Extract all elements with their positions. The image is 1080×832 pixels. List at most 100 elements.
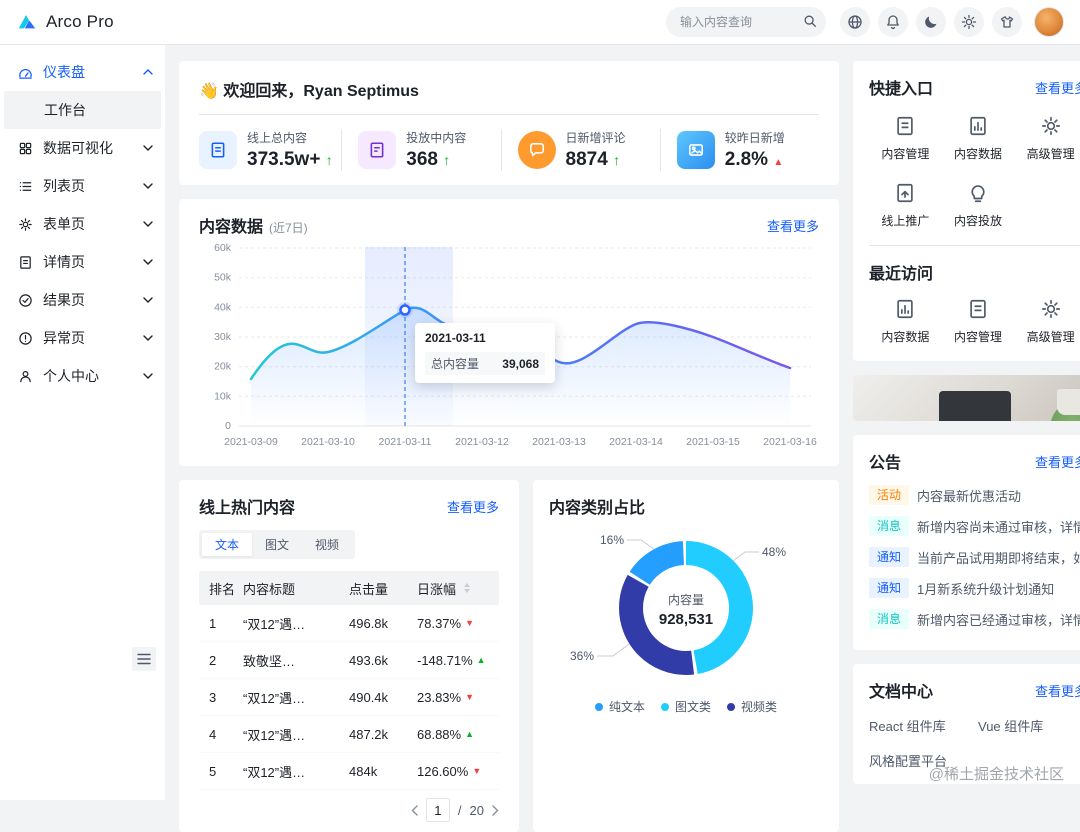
gear-icon: [1040, 298, 1062, 320]
recent-visit-content-management[interactable]: 内容管理: [942, 298, 1015, 345]
sidebar-item-detail[interactable]: 详情页: [0, 243, 165, 281]
menu-fold-icon: [137, 653, 151, 665]
announcement-item[interactable]: 通知 当前产品试用期即将结束，如…: [869, 547, 1080, 567]
svg-text:2021-03-10: 2021-03-10: [301, 436, 355, 448]
plant-pot-shape: [1057, 389, 1080, 415]
recent-visit-advanced-management[interactable]: 高级管理: [1014, 298, 1080, 345]
search-icon: [803, 14, 817, 28]
view-more-link[interactable]: 查看更多: [447, 497, 499, 516]
sidebar: 仪表盘 工作台 数据可视化 列表页 表单页 详情页: [0, 45, 165, 800]
legend-image-text[interactable]: 图文类: [661, 698, 711, 715]
recent-visit-content-data[interactable]: 内容数据: [869, 298, 942, 345]
sidebar-item-label: 异常页: [43, 328, 133, 348]
announcement-item[interactable]: 消息 新增内容已经通过审核，详情…: [869, 609, 1080, 629]
stat-growth: 较昨日新增 2.8% ▲: [660, 129, 819, 171]
view-more-link[interactable]: 查看更多: [767, 216, 819, 235]
total-pages: 20: [470, 803, 484, 818]
donut-center-label: 内容量: [668, 592, 704, 607]
next-page-button[interactable]: [492, 805, 499, 816]
bulb-icon: [967, 182, 989, 204]
sidebar-collapse-button[interactable]: [132, 647, 156, 671]
document-icon: [358, 131, 396, 169]
quick-entry-content-delivery[interactable]: 内容投放: [942, 182, 1015, 229]
table-row[interactable]: 4 “双12”遇… 487.2k 68.88%: [199, 716, 499, 753]
sort-icon[interactable]: [463, 583, 471, 593]
chevron-right-icon: [492, 805, 499, 816]
table-row[interactable]: 1 “双12”遇… 496.8k 78.37%: [199, 605, 499, 642]
skin-button[interactable]: [992, 7, 1022, 37]
table-row[interactable]: 5 “双12”遇… 484k 126.60%: [199, 753, 499, 790]
view-more-link[interactable]: 查看更多: [1035, 452, 1080, 471]
file-chart-icon: [894, 298, 916, 320]
sidebar-item-dashboard[interactable]: 仪表盘: [0, 53, 165, 91]
sidebar-item-list[interactable]: 列表页: [0, 167, 165, 205]
chevron-down-icon: [143, 221, 153, 227]
quick-entry-advanced-management[interactable]: 高级管理: [1014, 115, 1080, 162]
svg-text:10k: 10k: [214, 390, 232, 402]
svg-text:2021-03-16: 2021-03-16: [763, 436, 817, 448]
language-button[interactable]: [840, 7, 870, 37]
notification-button[interactable]: [878, 7, 908, 37]
up-arrow-icon: ↑: [613, 152, 620, 168]
search-input[interactable]: [666, 7, 826, 37]
legend-dot: [661, 703, 669, 711]
laptop-screen-shape: [939, 391, 1011, 421]
svg-text:2021-03-11: 2021-03-11: [379, 436, 432, 448]
settings-button[interactable]: [954, 7, 984, 37]
table-row[interactable]: 3 “双12”遇… 490.4k 23.83%: [199, 679, 499, 716]
avatar[interactable]: [1034, 7, 1064, 37]
sidebar-item-result[interactable]: 结果页: [0, 281, 165, 319]
brand[interactable]: Arco Pro: [16, 11, 114, 33]
bell-icon: [885, 14, 901, 30]
card-title: 内容类别占比: [549, 494, 645, 518]
svg-text:2021-03-14: 2021-03-14: [609, 436, 663, 448]
tag-message: 消息: [869, 516, 909, 536]
announcement-item[interactable]: 通知 1月新系统升级计划通知: [869, 578, 1080, 598]
sidebar-item-label: 仪表盘: [43, 62, 133, 82]
global-search[interactable]: [666, 7, 826, 37]
view-more-link[interactable]: 查看更多: [1035, 681, 1080, 700]
legend-plain-text[interactable]: 纯文本: [595, 698, 645, 715]
tag-activity: 活动: [869, 485, 909, 505]
quick-entry-content-data[interactable]: 内容数据: [942, 115, 1015, 162]
legend-dot: [595, 703, 603, 711]
view-more-link[interactable]: 查看更多: [1035, 78, 1080, 97]
tab-text[interactable]: 文本: [202, 533, 252, 556]
current-page[interactable]: 1: [426, 798, 450, 822]
file-text-icon: [967, 298, 989, 320]
moon-icon: [923, 14, 939, 30]
file-icon: [18, 255, 33, 270]
svg-text:2021-03-13: 2021-03-13: [532, 436, 586, 448]
sidebar-item-exception[interactable]: 异常页: [0, 319, 165, 357]
chevron-down-icon: [143, 259, 153, 265]
sidebar-item-workplace[interactable]: 工作台: [4, 91, 161, 129]
sidebar-item-form[interactable]: 表单页: [0, 205, 165, 243]
legend-dot: [727, 703, 735, 711]
svg-text:36%: 36%: [570, 649, 594, 663]
doc-link-react[interactable]: React 组件库: [869, 716, 978, 735]
file-text-icon: [894, 115, 916, 137]
theme-toggle-button[interactable]: [916, 7, 946, 37]
sidebar-item-label: 详情页: [43, 252, 133, 272]
prev-page-button[interactable]: [411, 805, 418, 816]
watermark: @稀土掘金技术社区: [929, 763, 1064, 784]
announcement-item[interactable]: 活动 内容最新优惠活动: [869, 485, 1080, 505]
up-arrow-icon: ↑: [326, 152, 333, 168]
quick-entry-content-management[interactable]: 内容管理: [869, 115, 942, 162]
card-title: 公告: [869, 449, 901, 473]
skin-icon: [999, 14, 1015, 30]
chart-legend: 纯文本 图文类 视频类: [549, 698, 823, 715]
announcement-item[interactable]: 消息 新增内容尚未通过审核，详情…: [869, 516, 1080, 536]
doc-link-vue[interactable]: Vue 组件库: [978, 716, 1080, 735]
svg-text:40k: 40k: [214, 301, 232, 313]
recent-visits-title: 最近访问: [869, 260, 1080, 284]
chevron-down-icon: [143, 183, 153, 189]
tab-image-text[interactable]: 图文: [252, 533, 302, 556]
stat-total-content: 线上总内容 373.5w+ ↑: [199, 129, 341, 171]
quick-entry-online-promotion[interactable]: 线上推广: [869, 182, 942, 229]
tab-video[interactable]: 视频: [302, 533, 352, 556]
legend-video[interactable]: 视频类: [727, 698, 777, 715]
table-row[interactable]: 2 致敬坚… 493.6k -148.71%: [199, 642, 499, 679]
sidebar-item-user-center[interactable]: 个人中心: [0, 357, 165, 395]
sidebar-item-data-visualization[interactable]: 数据可视化: [0, 129, 165, 167]
